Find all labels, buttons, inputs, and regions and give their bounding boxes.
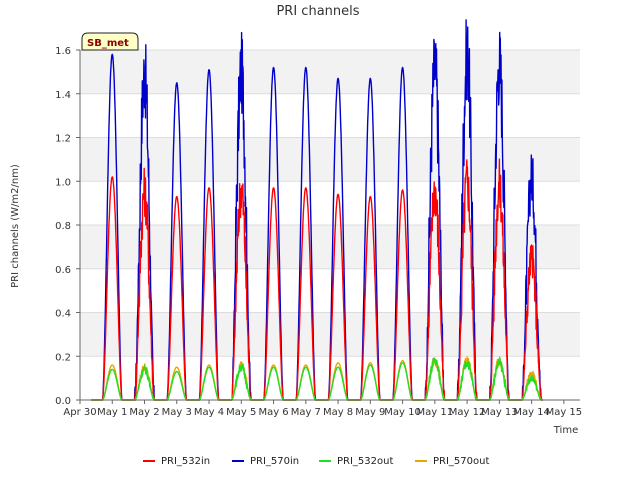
legend-label: PRI_532out	[337, 456, 393, 467]
x-tick-label: May 6	[258, 407, 288, 418]
legend-label: PRI_570in	[250, 456, 299, 467]
x-tick-label: May 8	[323, 407, 353, 418]
x-tick-label: May 15	[546, 407, 583, 418]
y-tick-label: 0.0	[55, 396, 71, 407]
x-ticks: Apr 30 May 1 May 2 May 3 May 4 May 5 May 6 May …	[63, 400, 582, 418]
chart-title: PRI channels	[276, 4, 359, 19]
plot-band	[80, 268, 580, 313]
x-tick-label: May 11	[417, 407, 454, 418]
station-badge: SB_met	[81, 32, 139, 51]
x-tick-label: May 1	[97, 407, 127, 418]
x-tick-label: May 2	[129, 407, 159, 418]
x-tick-label: May 4	[194, 407, 224, 418]
plot-band	[80, 137, 580, 182]
x-tick-label: May 9	[355, 407, 385, 418]
y-ticks: 0.0 0.2 0.4 0.6 0.8 1.0 1.2 1.4 1.6	[55, 46, 80, 407]
y-tick-label: 1.4	[55, 90, 71, 101]
legend: PRI_532in PRI_570in PRI_532out PRI_570out	[143, 456, 489, 467]
y-tick-label: 0.4	[55, 309, 71, 320]
x-tick-label: May 13	[481, 407, 518, 418]
station-badge-label: SB_met	[87, 38, 129, 49]
y-tick-label: 1.6	[55, 46, 71, 57]
x-tick-label: May 12	[449, 407, 486, 418]
x-tick-label: May 14	[513, 407, 550, 418]
x-tick-label: May 3	[162, 407, 192, 418]
legend-label: PRI_570out	[433, 456, 489, 467]
y-tick-label: 1.2	[55, 134, 71, 145]
y-tick-label: 0.6	[55, 265, 71, 276]
legend-label: PRI_532in	[161, 456, 210, 467]
station-badge-box	[81, 32, 139, 51]
x-tick-label: Apr 30	[63, 407, 96, 418]
plot-band	[80, 93, 580, 138]
y-tick-label: 0.8	[55, 221, 71, 232]
y-axis-label: PRI channels (W/m2/nm)	[10, 164, 21, 288]
x-tick-label: May 10	[384, 407, 421, 418]
x-tick-label: May 5	[226, 407, 256, 418]
y-tick-label: 0.2	[55, 352, 71, 363]
plot-band	[80, 50, 580, 94]
y-tick-label: 1.0	[55, 177, 71, 188]
x-axis-label: Time	[553, 425, 578, 436]
x-tick-label: May 7	[291, 407, 321, 418]
